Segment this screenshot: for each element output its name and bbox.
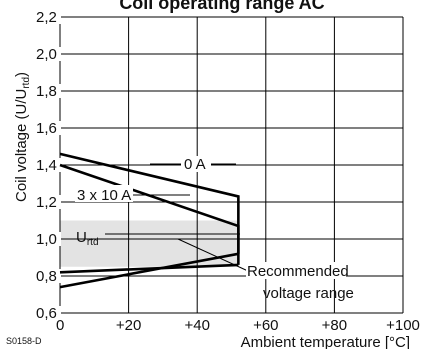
chart-title: Coil operating range AC: [119, 0, 324, 13]
y-tick-label: 1,4: [36, 157, 57, 174]
x-tick-label: +20: [116, 317, 141, 334]
y-axis-label-sub: rtd: [21, 77, 32, 89]
y-tick-label: 1,0: [36, 231, 57, 248]
series-line-min-1: [59, 263, 239, 274]
y-axis-label-end: ): [13, 72, 30, 77]
urtd-label: Urtd: [76, 229, 99, 248]
recommended-label-line2: voltage range: [263, 285, 354, 302]
label-bg-3x10a: [75, 185, 133, 202]
series-line-min-2: [59, 252, 239, 289]
y-tick-label-bg: [37, 121, 61, 135]
series-label-3x10a: 3 x 10 A: [77, 187, 131, 204]
y-tick-label-bg: [37, 47, 61, 61]
y-tick-labels: 0,6 0,8 1,0 1,2 1,4 1,6 1,8 2,0 2,2: [36, 9, 61, 322]
y-tick-label: 1,6: [36, 120, 57, 137]
series-label-0a: 0 A: [184, 156, 206, 173]
y-tick-label: 2,2: [36, 9, 57, 26]
y-axis-label: Coil voltage (U/Urtd): [13, 72, 32, 202]
y-tick-label-bg: [37, 306, 61, 320]
label-bg-0a: [181, 156, 211, 172]
y-axis-label-main: Coil voltage (U/U: [13, 89, 30, 202]
series-lines: [59, 152, 240, 289]
y-tick-label-bg: [37, 10, 61, 24]
urtd-label-sub: rtd: [87, 237, 99, 248]
y-tick-label-bg: [37, 269, 61, 283]
y-tick-label: 1,2: [36, 194, 57, 211]
y-tick-label-bg: [37, 158, 61, 172]
y-tick-label-bg: [37, 84, 61, 98]
y-tick-label: 0,6: [36, 305, 57, 322]
x-tick-label: +100: [386, 317, 420, 334]
y-tick-label: 1,8: [36, 83, 57, 100]
y-tick-label: 2,0: [36, 46, 57, 63]
x-tick-label: +60: [253, 317, 278, 334]
x-axis-label: Ambient temperature [°C]: [241, 334, 410, 349]
x-tick-labels: 0 +20 +40 +60 +80 +100: [56, 317, 420, 334]
y-tick-label: 0,8: [36, 268, 57, 285]
leader-line-recommended: [177, 238, 249, 272]
figure-code: S0158-D: [6, 336, 42, 346]
x-tick-label: +80: [322, 317, 347, 334]
y-tick-label-bg: [37, 232, 61, 246]
x-tick-label: +40: [184, 317, 209, 334]
label-bg-recommended: [246, 262, 346, 279]
recommended-label-line1: Recommended: [247, 263, 349, 280]
x-tick-label: 0: [56, 317, 64, 334]
y-tick-label-bg: [37, 195, 61, 209]
urtd-label-main: U: [76, 229, 87, 246]
